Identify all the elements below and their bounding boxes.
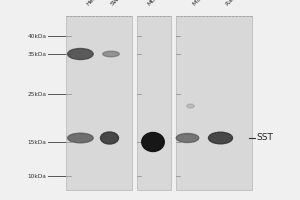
Text: 40kDa: 40kDa [28,33,46,38]
Ellipse shape [68,48,93,60]
Ellipse shape [100,132,118,144]
Text: 15kDa: 15kDa [28,140,46,144]
Text: 35kDa: 35kDa [28,51,46,56]
Bar [176,16,252,190]
Text: SST: SST [256,134,273,142]
Text: 10kDa: 10kDa [28,173,46,178]
Ellipse shape [103,51,119,57]
Ellipse shape [142,132,164,152]
Text: Mouse intestine: Mouse intestine [192,0,231,7]
Text: HeLa: HeLa [85,0,100,7]
Text: MCF7: MCF7 [147,0,163,7]
Ellipse shape [187,104,194,108]
Ellipse shape [208,132,232,144]
Text: 25kDa: 25kDa [28,92,46,97]
Bar [136,16,171,190]
Ellipse shape [68,133,93,143]
Text: SW620: SW620 [110,0,128,7]
Text: Rat stomach: Rat stomach [225,0,256,7]
Bar [66,16,132,190]
Ellipse shape [176,134,199,142]
